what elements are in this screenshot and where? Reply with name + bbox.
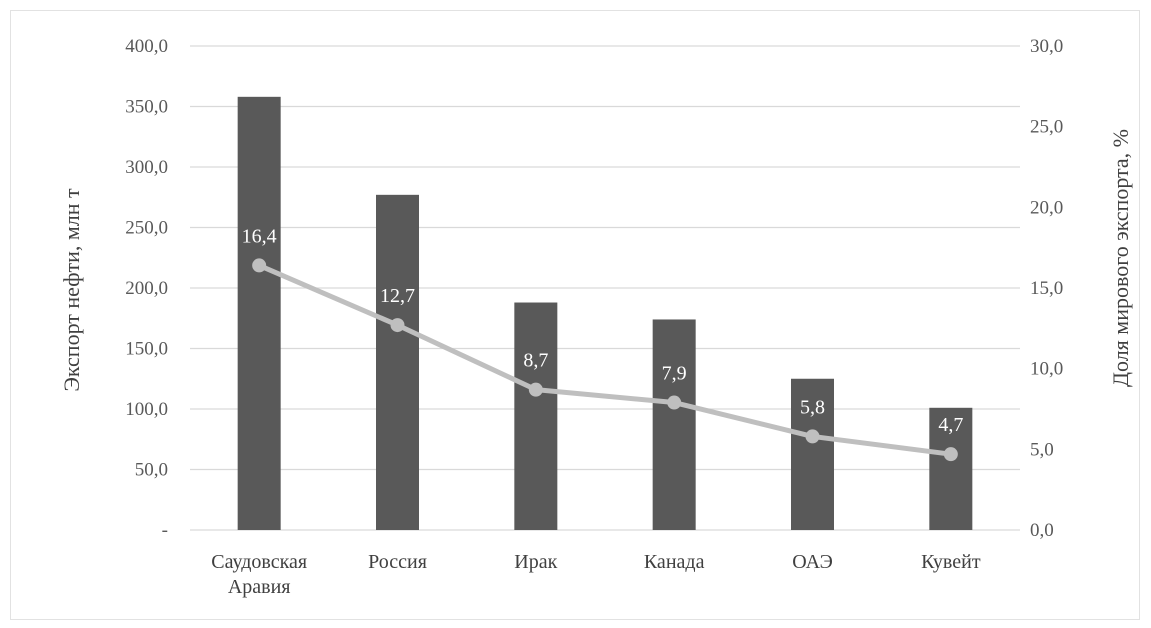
category-label: Аравия [228,576,291,598]
left-tick-label: - [162,520,168,541]
data-label: 8,7 [523,350,548,372]
line-point [943,447,958,462]
left-tick-label: 300,0 [125,157,168,178]
line-point [528,382,543,397]
category-label: Ирак [514,551,557,573]
bar [514,302,558,530]
data-label: 7,9 [662,363,687,385]
bar-series [237,96,973,530]
category-label: Россия [368,551,427,573]
gridlines [190,45,1020,531]
line-point [667,395,682,410]
bar [929,407,973,530]
left-axis-ticks: - 50,0 100,0 150,0 200,0 250,0 300,0 350,0 400,0 [125,36,168,541]
data-label: 5,8 [800,396,825,418]
bar [376,194,419,530]
line-series: 16,4 12,7 8,7 7,9 5,8 4,7 [242,225,963,462]
category-labels: Саудовская Аравия Россия Ирак Канада ОАЭ Кувей… [211,551,981,598]
left-axis-title: Экспорт нефти, млн т [59,188,84,392]
right-tick-label: 30,0 [1030,36,1063,57]
left-tick-label: 100,0 [125,399,168,420]
series-line [256,262,954,457]
data-label: 4,7 [938,414,963,436]
left-tick-label: 400,0 [125,36,168,57]
left-tick-label: 200,0 [125,278,168,299]
category-label: ОАЭ [792,551,833,573]
category-label: Канада [644,551,705,573]
bar [237,96,281,530]
right-axis-title: Доля мирового экспорта, % [1108,129,1133,387]
right-tick-label: 15,0 [1030,278,1063,299]
bar [791,378,834,530]
category-label: Саудовская [211,551,307,573]
line-point [805,429,820,444]
line-point [390,318,405,333]
bar [652,319,696,530]
right-tick-label: 20,0 [1030,197,1063,218]
right-tick-label: 5,0 [1030,439,1054,460]
right-tick-label: 10,0 [1030,359,1063,380]
left-tick-label: 50,0 [135,460,168,481]
left-tick-label: 150,0 [125,339,168,360]
right-tick-label: 0,0 [1030,520,1054,541]
category-label: Кувейт [921,551,981,573]
right-tick-label: 25,0 [1030,117,1063,138]
right-axis-ticks: 0,0 5,0 10,0 15,0 20,0 25,0 30,0 [1030,36,1063,541]
data-label: 12,7 [380,285,415,307]
data-label: 16,4 [242,225,277,247]
line-point [252,258,267,273]
left-tick-label: 250,0 [125,218,168,239]
left-tick-label: 350,0 [125,97,168,118]
